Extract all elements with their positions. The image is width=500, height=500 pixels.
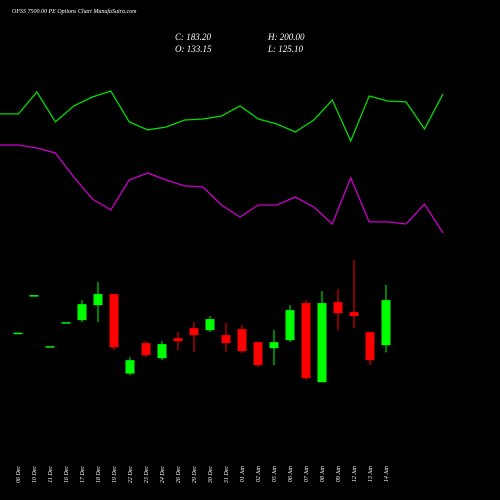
x-tick-label: 13 Jan (368, 466, 374, 482)
x-tick-label: 10 Dec (32, 466, 38, 483)
candle-body (189, 328, 199, 336)
header-high: H: 200.00 (267, 32, 305, 42)
candle-body (61, 322, 71, 324)
x-tick-label: 08 Jan (320, 466, 326, 482)
x-tick-label: 18 Dec (96, 466, 102, 483)
chart-title: OFSS 7500.00 PE Options Chart MunafaSutr… (12, 8, 137, 15)
x-tick-label: 06 Jan (288, 466, 294, 482)
candle-body (141, 343, 151, 356)
x-tick-label: 17 Dec (80, 466, 86, 483)
indicator-line (0, 144, 444, 234)
header-low: L: 125.10 (267, 44, 304, 54)
candle-body (13, 332, 23, 335)
x-tick-label: 14 Jan (383, 466, 390, 482)
candle-body (93, 294, 103, 306)
candle-body (29, 295, 39, 297)
candle-body (365, 332, 375, 361)
x-tick-label: 26 Dec (176, 466, 182, 483)
x-tick-label: 30 Dec (208, 466, 214, 484)
candle-body (317, 303, 327, 383)
candle-body (237, 329, 247, 352)
x-tick-label: 07 Jan (304, 466, 310, 482)
candle-body (349, 312, 359, 317)
candle-body (45, 346, 55, 348)
candle-body (269, 342, 279, 349)
x-tick-label: 06 Dec (16, 466, 22, 483)
indicator-line (0, 90, 444, 143)
x-tick-label: 02 Jan (256, 466, 262, 482)
x-tick-label: 22 Dec (128, 466, 134, 483)
header-close: C: 183.20 (175, 32, 212, 42)
x-tick-label: 09 Jan (336, 466, 342, 482)
header-open: O: 133.15 (175, 44, 212, 54)
candle-body (221, 335, 231, 344)
candle-body (125, 360, 135, 374)
candle-body (109, 294, 119, 348)
x-tick-label: 11 Dec (48, 466, 54, 483)
candle-body (77, 304, 87, 321)
x-tick-label: 31 Dec (224, 466, 230, 484)
candle-body (157, 344, 167, 359)
candle-body (285, 310, 295, 341)
x-tick-label: 16 Dec (64, 466, 70, 483)
x-tick-label: 12 Jan (352, 466, 358, 482)
candle-body (333, 302, 343, 314)
x-tick-label: 24 Dec (159, 466, 166, 483)
x-tick-label: 19 Dec (112, 466, 118, 483)
candle-body (173, 338, 183, 342)
candle-body (205, 319, 215, 331)
x-tick-label: 05 Jan (272, 466, 278, 482)
x-tick-label: 23 Dec (144, 466, 150, 483)
candle-body (381, 300, 391, 346)
candle-body (301, 303, 311, 379)
candle-body (253, 342, 263, 366)
x-tick-label: 29 Dec (192, 466, 198, 483)
x-tick-label: 01 Jan (240, 466, 246, 482)
